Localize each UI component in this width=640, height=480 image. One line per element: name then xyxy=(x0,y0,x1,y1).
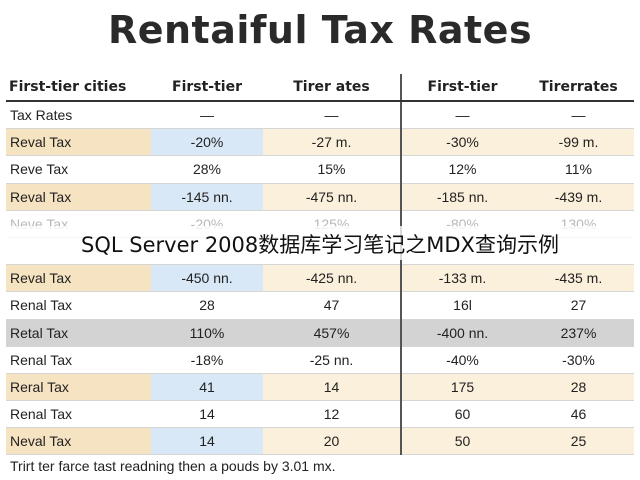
column-header: Tirerrates xyxy=(523,74,634,102)
table-cell: — xyxy=(400,101,523,130)
table-cell: -400 nn. xyxy=(400,319,523,347)
table-cell: -435 m. xyxy=(523,264,634,293)
table-cell: — xyxy=(523,101,634,130)
table-cell: -30% xyxy=(523,346,634,374)
table-cell: -145 nn. xyxy=(151,183,263,211)
table-cell: 28 xyxy=(523,373,634,402)
table-body: Tax Rates — — — — Reval Tax -20% -27 m. -30% -99 … xyxy=(6,101,634,456)
caption-overlay: SQL Server 2008数据库学习笔记之MDX查询示例 xyxy=(0,226,640,260)
table-row: Reval Tax -145 nn. -475 nn. -185 nn. -439 m. xyxy=(6,183,634,211)
row-label: Renal Tax xyxy=(6,291,151,320)
row-label: Reval Tax xyxy=(6,183,151,211)
row-label: Tax Rates xyxy=(6,101,151,130)
column-header: Tirer ates xyxy=(263,74,401,102)
column-header: First-tier xyxy=(400,74,523,102)
table-cell: -20% xyxy=(151,128,263,157)
table-cell: 12% xyxy=(400,155,523,184)
table-cell: -27 m. xyxy=(263,128,401,157)
table-cell: 14 xyxy=(151,427,263,456)
table-cell: 457% xyxy=(263,319,401,347)
table-cell: 25 xyxy=(523,427,634,456)
table-cell: 50 xyxy=(400,427,523,456)
overlay-caption-text: SQL Server 2008数据库学习笔记之MDX查询示例 xyxy=(81,233,559,257)
table-footnote: Trirt ter farce tast readning then a pou… xyxy=(10,458,336,474)
table-cell: 47 xyxy=(263,291,401,320)
column-header: First-tier cities xyxy=(6,74,151,102)
table-cell: 27 xyxy=(523,291,634,320)
table-cell: 15% xyxy=(263,155,401,184)
row-label: Renal Tax xyxy=(6,400,151,429)
table-cell: -133 m. xyxy=(400,264,523,293)
table-row: Reral Tax 41 14 175 28 xyxy=(6,373,634,402)
table-cell: 12 xyxy=(263,400,401,429)
table-row: Neval Tax 14 20 50 25 xyxy=(6,427,634,456)
row-label: Retal Tax xyxy=(6,319,151,347)
table-cell: 14 xyxy=(151,400,263,429)
table-cell: -439 m. xyxy=(523,183,634,211)
table-cell: -99 m. xyxy=(523,128,634,157)
table-cell: -25 nn. xyxy=(263,346,401,374)
table-header-row: First-tier cities First-tier Tirer ates … xyxy=(6,74,634,102)
table-cell: -450 nn. xyxy=(151,264,263,293)
table-cell: 11% xyxy=(523,155,634,184)
table-cell: -475 nn. xyxy=(263,183,401,211)
row-label: Reral Tax xyxy=(6,373,151,402)
table-cell: 46 xyxy=(523,400,634,429)
table-row: Retal Tax 110% 457% -400 nn. 237% xyxy=(6,319,634,347)
table-row: Reval Tax -20% -27 m. -30% -99 m. xyxy=(6,128,634,157)
table-row: Reval Tax -450 nn. -425 nn. -133 m. -435 m. xyxy=(6,264,634,293)
row-label: Renal Tax xyxy=(6,346,151,374)
column-header: First-tier xyxy=(151,74,263,102)
table-cell: -40% xyxy=(400,346,523,374)
table-cell: 14 xyxy=(263,373,401,402)
table-cell: 20 xyxy=(263,427,401,456)
table-cell: 60 xyxy=(400,400,523,429)
table-cell: -425 nn. xyxy=(263,264,401,293)
table-cell: 28% xyxy=(151,155,263,184)
row-label: Reve Tax xyxy=(6,155,151,184)
table-cell: -30% xyxy=(400,128,523,157)
table-row: Tax Rates — — — — xyxy=(6,101,634,130)
table-cell: 175 xyxy=(400,373,523,402)
table-cell: — xyxy=(263,101,401,130)
page-title: Rentaiful Tax Rates xyxy=(107,8,533,52)
table-cell: 28 xyxy=(151,291,263,320)
table-row: Renal Tax 14 12 60 46 xyxy=(6,400,634,429)
table-cell: 237% xyxy=(523,319,634,347)
table-cell: -185 nn. xyxy=(400,183,523,211)
table-cell: 16l xyxy=(400,291,523,320)
table-row: Renal Tax -18% -25 nn. -40% -30% xyxy=(6,346,634,374)
table-cell: -18% xyxy=(151,346,263,374)
row-label: Reval Tax xyxy=(6,264,151,293)
table-row: Reve Tax 28% 15% 12% 11% xyxy=(6,155,634,184)
table-cell: 110% xyxy=(151,319,263,347)
row-label: Neval Tax xyxy=(6,427,151,456)
tax-rate-table: First-tier cities First-tier Tirer ates … xyxy=(6,74,634,456)
table-row: Renal Tax 28 47 16l 27 xyxy=(6,291,634,320)
tax-rate-table-container: First-tier cities First-tier Tirer ates … xyxy=(6,74,634,456)
row-label: Reval Tax xyxy=(6,128,151,157)
table-cell: 41 xyxy=(151,373,263,402)
table-cell: — xyxy=(151,101,263,130)
